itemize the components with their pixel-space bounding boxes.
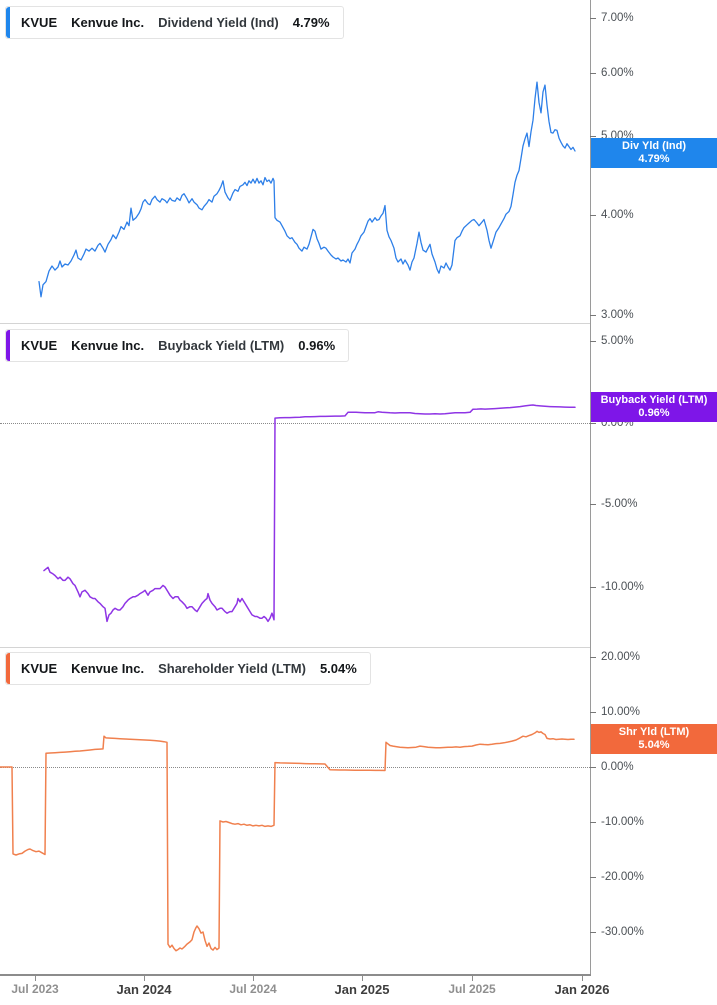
y-axis-tick-mark: [590, 341, 596, 342]
x-axis-tick-label: Jan 2026: [554, 982, 610, 997]
x-axis-tick-mark: [362, 974, 363, 981]
value-label: 5.04%: [319, 661, 357, 676]
x-axis-tick-label: Jul 2024: [229, 982, 277, 996]
y-axis-tick-label: 10.00%: [601, 706, 641, 718]
y-axis-tick-label: -30.00%: [601, 926, 644, 938]
company-label: Kenvue Inc.: [71, 661, 145, 676]
ticker-label: KVUE: [21, 661, 58, 676]
y-axis-tick-label: 20.00%: [601, 651, 641, 663]
y-axis-tick-mark: [590, 712, 596, 713]
y-axis-tick-label: 5.00%: [601, 335, 634, 347]
dividend-yield-plot[interactable]: [0, 0, 591, 323]
value-label: 0.96%: [298, 338, 336, 353]
y-axis-tick-mark: [590, 767, 596, 768]
legend-chip-buyback-yield[interactable]: KVUE Kenvue Inc. Buyback Yield (LTM) 0.9…: [5, 329, 350, 362]
x-axis-tick-mark: [144, 974, 145, 981]
y-axis-tick-mark: [590, 822, 596, 823]
legend-accent-bar: [6, 653, 10, 684]
company-label: Kenvue Inc.: [71, 338, 145, 353]
y-axis-tick-mark: [590, 587, 596, 588]
last-value-badge-shr-yld: Shr Yld (LTM) 5.04%: [591, 724, 717, 754]
y-axis-tick-mark: [590, 136, 596, 137]
badge-value: 5.04%: [638, 739, 670, 751]
y-axis-line: [590, 0, 591, 974]
last-value-badge-div-yld: Div Yld (Ind) 4.79%: [591, 138, 717, 168]
y-axis-tick-label: 7.00%: [601, 12, 634, 24]
last-value-badge-buyback-yield: Buyback Yield (LTM) 0.96%: [591, 392, 717, 422]
metric-label: Dividend Yield (Ind): [158, 15, 279, 30]
ticker-label: KVUE: [21, 338, 58, 353]
zero-reference-line: [0, 767, 590, 768]
y-axis-tick-mark: [590, 932, 596, 933]
y-axis-tick-mark: [590, 504, 596, 505]
y-axis-tick-label: -10.00%: [601, 581, 644, 593]
legend-accent-bar: [6, 330, 10, 361]
y-axis-tick-mark: [590, 877, 596, 878]
y-axis-tick-label: -5.00%: [601, 498, 638, 510]
y-axis-tick-mark: [590, 215, 596, 216]
y-axis-tick-mark: [590, 18, 596, 19]
buyback-yield-plot[interactable]: [0, 323, 591, 647]
series-line: [38, 81, 576, 298]
x-axis-tick-label: Jan 2025: [334, 982, 390, 997]
y-axis-tick-mark: [590, 315, 596, 316]
y-axis-tick-mark: [590, 73, 596, 74]
badge-value: 4.79%: [638, 153, 670, 165]
panel-separator: [0, 323, 590, 324]
x-axis-tick-label: Jul 2023: [11, 982, 59, 996]
y-axis-tick-label: 3.00%: [601, 309, 634, 321]
company-label: Kenvue Inc.: [71, 15, 145, 30]
badge-title: Div Yld (Ind): [622, 140, 686, 152]
panel-separator: [0, 647, 590, 648]
badge-title: Buyback Yield (LTM): [600, 394, 708, 406]
legend-chip-shareholder-yield[interactable]: KVUE Kenvue Inc. Shareholder Yield (LTM)…: [5, 652, 371, 685]
badge-title: Shr Yld (LTM): [618, 726, 690, 738]
x-axis-tick-label: Jul 2025: [448, 982, 496, 996]
x-axis-tick-mark: [253, 974, 254, 981]
legend-accent-bar: [6, 7, 10, 38]
y-axis-tick-label: 0.00%: [601, 761, 634, 773]
y-axis-tick-label: -20.00%: [601, 871, 644, 883]
y-axis-tick-mark: [590, 657, 596, 658]
x-axis-tick-mark: [582, 974, 583, 981]
series-line: [0, 730, 575, 952]
value-label: 4.79%: [292, 15, 330, 30]
y-axis-tick-mark: [590, 423, 596, 424]
y-axis-tick-label: 6.00%: [601, 67, 634, 79]
y-axis-tick-label: -10.00%: [601, 816, 644, 828]
legend-chip-dividend-yield[interactable]: KVUE Kenvue Inc. Dividend Yield (Ind) 4.…: [5, 6, 344, 39]
metric-label: Shareholder Yield (LTM): [158, 661, 306, 676]
x-axis-tick-mark: [35, 974, 36, 981]
y-axis-tick-label: 4.00%: [601, 209, 634, 221]
ticker-label: KVUE: [21, 15, 58, 30]
series-line: [43, 404, 576, 623]
metric-label: Buyback Yield (LTM): [158, 338, 285, 353]
badge-value: 0.96%: [638, 407, 670, 419]
x-axis-tick-mark: [472, 974, 473, 981]
x-axis-line: [0, 974, 591, 976]
zero-reference-line: [0, 423, 590, 424]
shareholder-yield-plot[interactable]: [0, 647, 591, 974]
x-axis-tick-label: Jan 2024: [116, 982, 172, 997]
